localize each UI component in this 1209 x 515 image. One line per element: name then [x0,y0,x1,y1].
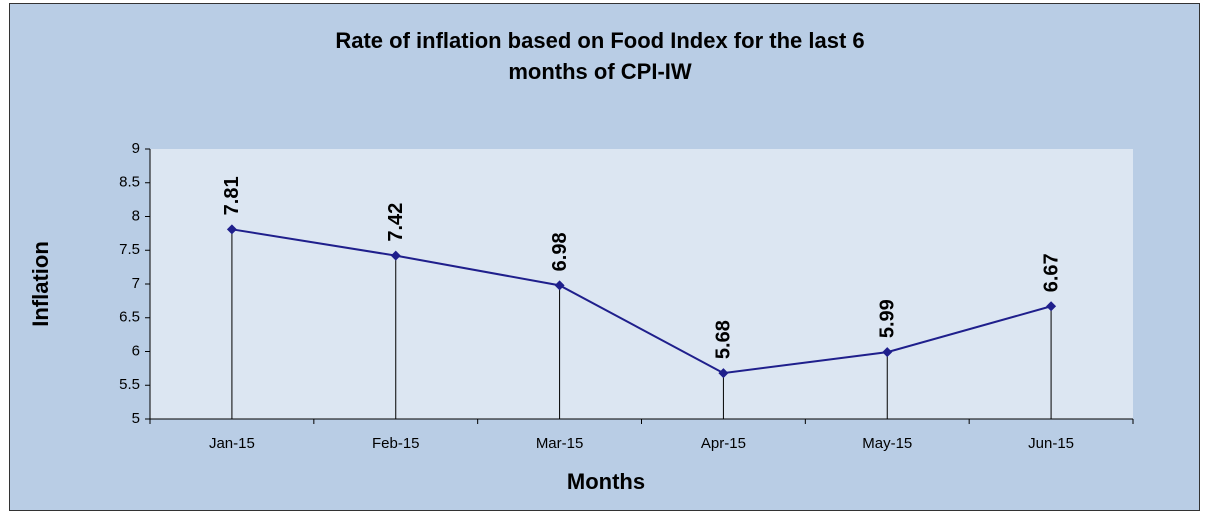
x-tick-label: Jan-15 [209,435,255,452]
data-label: 6.67 [1040,253,1062,292]
y-tick-label: 5 [132,410,140,427]
marker [390,250,401,261]
data-label: 6.98 [549,232,571,271]
x-tick-label: Feb-15 [372,435,420,452]
y-tick-label: 5.5 [119,376,140,393]
marker [718,368,729,379]
chart-title: months of CPI-IW [508,59,692,84]
marker [554,280,565,291]
y-tick-label: 9 [132,140,140,157]
y-tick-label: 7 [132,275,140,292]
data-label: 5.99 [877,299,899,338]
data-label: 7.81 [221,176,243,215]
marker [882,347,893,358]
y-tick-label: 7.5 [119,241,140,258]
marker [226,224,237,235]
x-tick-label: May-15 [862,435,912,452]
y-tick-label: 6 [132,342,140,359]
marker [1046,301,1057,312]
y-tick-label: 8 [132,207,140,224]
plot-area [150,149,1133,419]
data-label: 7.42 [385,203,407,242]
x-tick-label: Apr-15 [701,435,746,452]
y-axis-title: Inflation [28,241,53,327]
y-tick-label: 8.5 [119,174,140,191]
x-tick-label: Jun-15 [1028,435,1074,452]
x-axis-title: Months [567,469,645,494]
chart-title: Rate of inflation based on Food Index fo… [335,28,864,53]
y-tick-label: 6.5 [119,309,140,326]
x-tick-label: Mar-15 [536,435,584,452]
data-label: 5.68 [713,320,735,359]
series-line [231,228,1052,375]
